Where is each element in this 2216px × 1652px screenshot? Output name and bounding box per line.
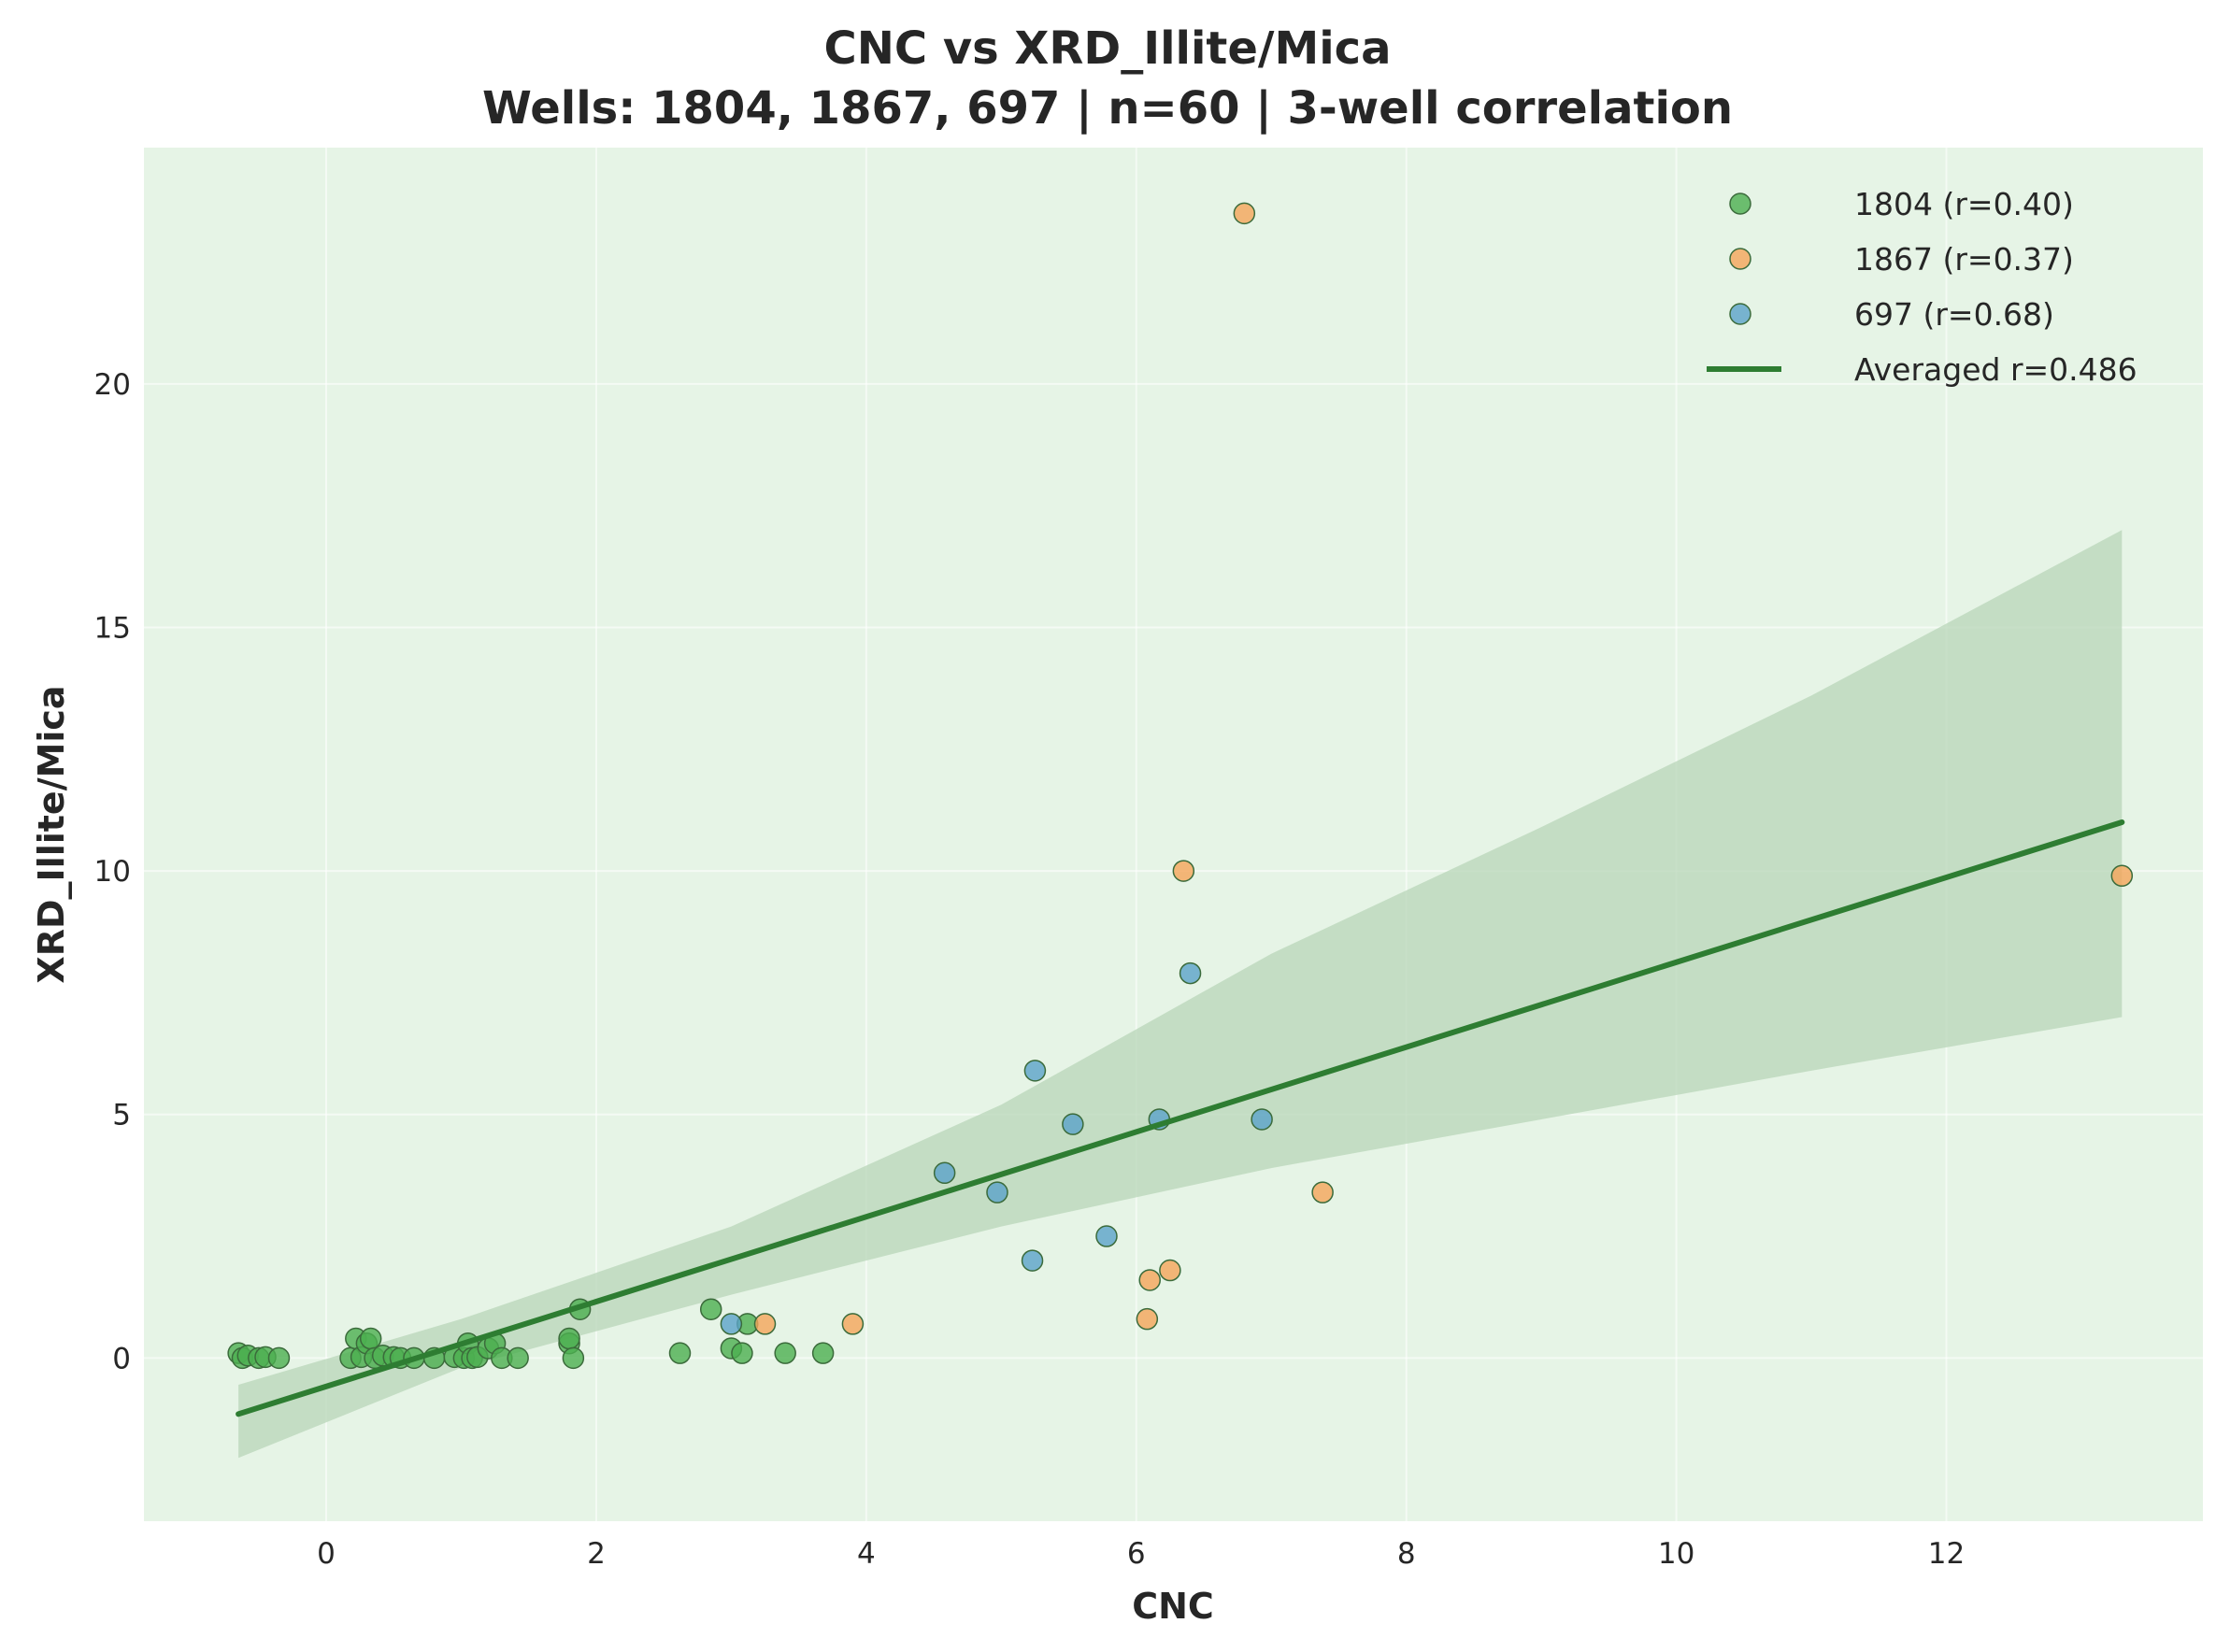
scatter-points	[227, 202, 2134, 1370]
y-axis-label: XRD_Illite/Mica	[31, 685, 72, 983]
legend-marker	[1729, 303, 1751, 325]
series-0-point	[507, 1346, 529, 1370]
y-tick-label: 0	[112, 1342, 131, 1375]
series-1-point	[1233, 202, 1256, 225]
x-tick-label: 8	[1397, 1537, 1416, 1571]
y-tick-label: 5	[112, 1099, 131, 1132]
series-2-point	[1179, 961, 1202, 985]
x-tick-label: 12	[1928, 1537, 1965, 1571]
y-tick-label: 20	[94, 368, 131, 402]
legend-marker	[1729, 248, 1751, 270]
series-1-point	[1138, 1269, 1161, 1291]
series-0-point	[668, 1342, 692, 1364]
series-1-point	[841, 1313, 865, 1335]
series-0-point	[811, 1342, 835, 1364]
series-0-point	[558, 1327, 580, 1350]
series-0-point	[562, 1346, 585, 1370]
x-tick-label: 10	[1658, 1537, 1694, 1571]
series-1-point	[2110, 864, 2134, 888]
legend: 1804 (r=0.40) 1867 (r=0.37) 697 (r=0.68) Av…	[1707, 186, 2137, 388]
series-2-point	[1021, 1249, 1044, 1272]
x-axis-label: CNC	[1132, 1586, 1214, 1627]
y-tick-label: 10	[94, 855, 131, 889]
x-tick-label: 2	[587, 1537, 606, 1571]
series-0-point	[774, 1342, 796, 1364]
series-0-point	[699, 1298, 722, 1320]
series-1-point	[1172, 860, 1195, 882]
series-2-point	[1062, 1113, 1084, 1135]
legend-label: 1804 (r=0.40)	[1854, 186, 2074, 222]
x-tick-label: 6	[1127, 1537, 1146, 1571]
chart-title: CNC vs XRD_Illite/Mica	[823, 22, 1391, 75]
regression-line	[236, 819, 2125, 1417]
x-tick-label: 4	[857, 1537, 876, 1571]
series-2-point	[933, 1161, 956, 1185]
x-axis-ticks: 0 2 4 6 8 10 12	[317, 1537, 1965, 1571]
legend-label: 1867 (r=0.37)	[1854, 241, 2074, 278]
series-0-point	[359, 1327, 382, 1350]
legend-marker	[1729, 192, 1751, 215]
series-2-point	[1251, 1108, 1273, 1131]
series-0-point	[731, 1342, 753, 1364]
series-2-point	[720, 1313, 743, 1335]
legend-label: 697 (r=0.68)	[1854, 296, 2054, 333]
series-1-point	[1159, 1259, 1181, 1282]
series-1-point	[1136, 1307, 1159, 1331]
x-tick-label: 0	[317, 1537, 336, 1571]
series-2-point	[1023, 1060, 1047, 1082]
series-2-point	[986, 1181, 1008, 1203]
y-axis-ticks: 0 5 10 15 20	[94, 368, 131, 1376]
chart-subtitle: Wells: 1804, 1867, 697 | n=60 | 3-well c…	[482, 82, 1733, 135]
series-0-point	[267, 1346, 291, 1370]
series-1-point	[753, 1313, 777, 1335]
y-tick-label: 15	[94, 611, 131, 645]
series-2-point	[1095, 1225, 1118, 1247]
legend-label: Averaged r=0.486	[1854, 351, 2137, 388]
series-1-point	[1311, 1181, 1334, 1203]
